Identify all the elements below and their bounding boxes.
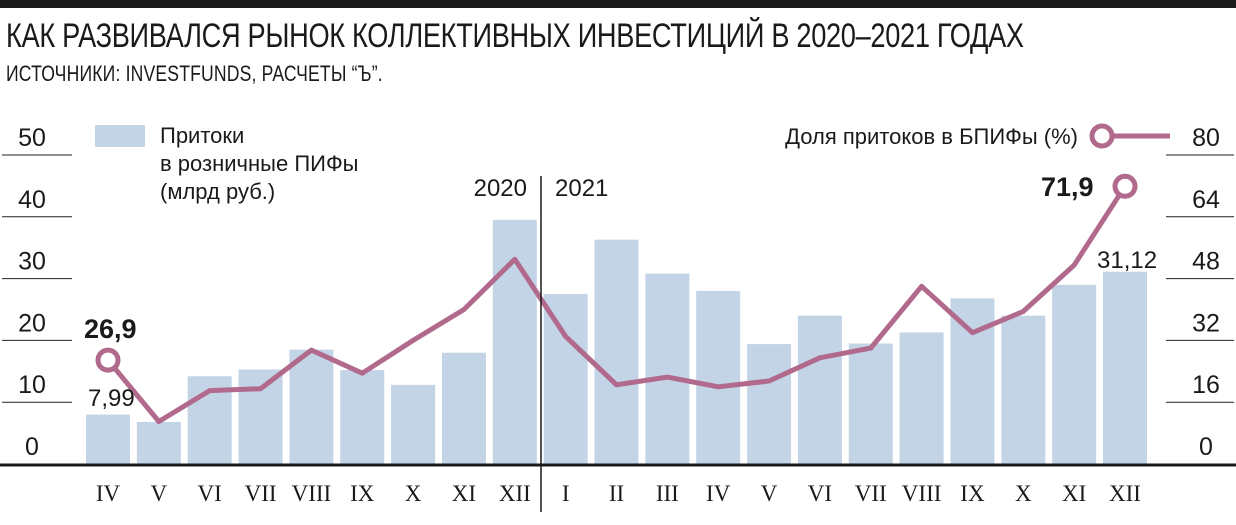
legend-line-marker — [1089, 123, 1115, 149]
x-tick-label: VI — [198, 481, 222, 506]
bar — [86, 414, 130, 464]
x-tick-label: IX — [960, 481, 985, 506]
right-axis-tick-label: 48 — [1192, 248, 1220, 276]
x-tick-label: XII — [1109, 481, 1141, 506]
x-tick-label: IV — [96, 481, 121, 506]
annotation-first-share: 26,9 — [84, 314, 137, 344]
bar — [747, 344, 792, 464]
x-tick-label: XI — [452, 481, 476, 506]
x-tick-label: V — [151, 481, 168, 506]
bar — [340, 370, 385, 464]
right-axis-tick-label: 0 — [1199, 433, 1213, 461]
share-line-marker — [1112, 173, 1138, 199]
share-line-marker — [95, 347, 121, 373]
x-tick-label: VII — [245, 481, 277, 506]
bar — [797, 315, 842, 464]
x-tick-label: I — [562, 481, 570, 506]
x-tick-label: VIII — [902, 481, 942, 506]
bar — [950, 298, 995, 464]
annotation-last-bar: 31,12 — [1097, 247, 1157, 274]
legend-line-label: Доля притоков в БПИФы (%) — [785, 124, 1078, 149]
bar — [543, 294, 588, 464]
x-tick-label: VIII — [292, 481, 332, 506]
bar — [238, 369, 283, 464]
bar — [1103, 271, 1147, 464]
bar — [594, 239, 639, 464]
grid — [2, 154, 1234, 403]
annotation-first-bar: 7,99 — [88, 385, 135, 412]
bar — [696, 290, 741, 464]
x-tick-label: IV — [706, 481, 731, 506]
x-tick-label: VI — [808, 481, 832, 506]
share-line — [95, 173, 1138, 424]
annotation-last-share: 71,9 — [1041, 172, 1094, 202]
right-axis-tick-label: 64 — [1192, 186, 1220, 214]
x-tick-label: IX — [350, 481, 375, 506]
legend-bar-swatch — [95, 125, 145, 147]
legend-bar-line-1: Притоки — [160, 123, 244, 148]
bar — [492, 219, 537, 464]
x-tick-label: XII — [499, 481, 531, 506]
x-tick-label: II — [609, 481, 624, 506]
x-tick-label: X — [405, 481, 422, 506]
bar — [1001, 315, 1046, 464]
top-rule — [0, 0, 1236, 8]
left-axis-tick-label: 0 — [25, 433, 39, 461]
legend-bar-line-3: (млрд руб.) — [160, 179, 275, 204]
right-axis-tick-label: 16 — [1192, 371, 1220, 399]
x-tick-label: III — [656, 481, 679, 506]
left-axis-tick-label: 50 — [18, 124, 46, 152]
right-axis-tick-label: 80 — [1192, 124, 1220, 152]
x-tick-label: XI — [1062, 481, 1086, 506]
x-tick-label: V — [761, 481, 778, 506]
year-label-2021: 2021 — [555, 175, 608, 202]
year-label-2020: 2020 — [474, 175, 527, 202]
left-axis-tick-label: 40 — [18, 186, 46, 214]
bar — [289, 349, 334, 464]
left-axis-tick-label: 30 — [18, 248, 46, 276]
bar — [391, 384, 436, 464]
chart-source: ИСТОЧНИКИ: INVESTFUNDS, РАСЧЕТЫ “Ъ”. — [6, 61, 383, 86]
bar — [136, 421, 181, 464]
bar — [645, 273, 690, 464]
x-tick-label: X — [1015, 481, 1032, 506]
share-line-path — [106, 184, 1128, 424]
left-axis-tick-label: 10 — [18, 371, 46, 399]
bars — [86, 219, 1147, 464]
right-axis-tick-label: 32 — [1192, 309, 1220, 337]
bar — [1052, 284, 1097, 464]
bar — [899, 332, 944, 464]
bar — [848, 343, 893, 464]
x-tick-label: VII — [855, 481, 887, 506]
left-axis-tick-label: 20 — [18, 309, 46, 337]
chart-title: КАК РАЗВИВАЛСЯ РЫНОК КОЛЛЕКТИВНЫХ ИНВЕСТ… — [6, 17, 1024, 55]
legend-bar-line-2: в розничные ПИФы — [160, 151, 358, 176]
bar — [441, 352, 486, 464]
